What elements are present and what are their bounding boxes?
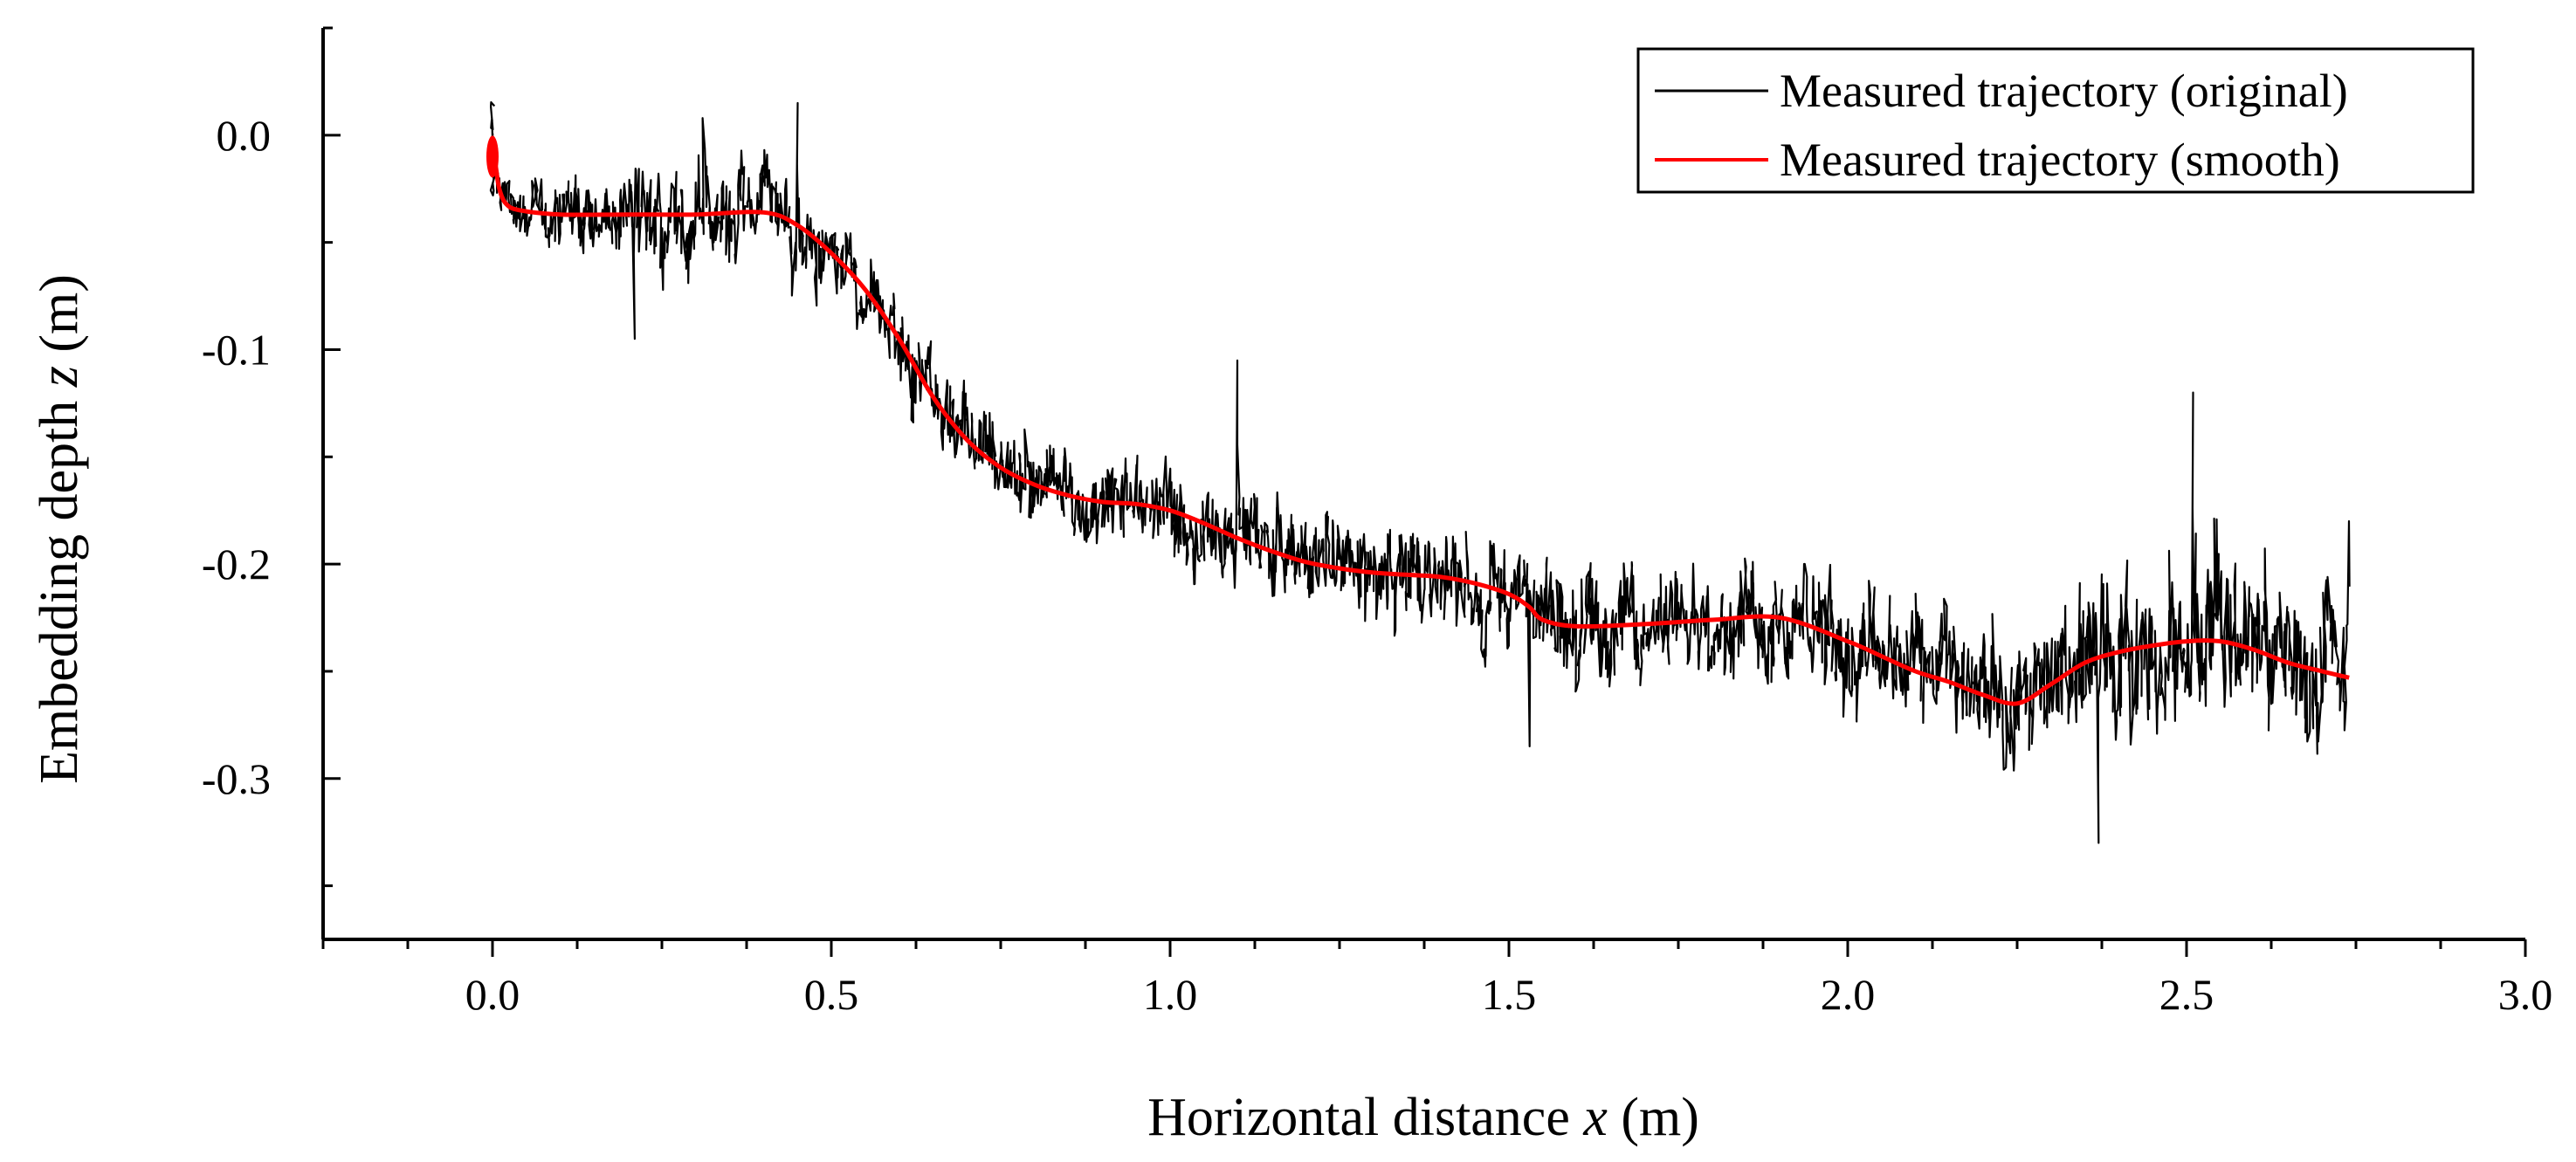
- x-axis-title-var: x: [1582, 1088, 1608, 1147]
- x-tick-label: 0.5: [804, 970, 859, 1019]
- y-axis-title-unit: (m): [30, 274, 89, 366]
- series-smooth-start-marker: [486, 135, 499, 178]
- x-tick-label: 1.0: [1143, 970, 1198, 1019]
- legend: Measured trajectory (original) Measured …: [1636, 47, 2475, 194]
- y-tick-label: -0.2: [202, 540, 271, 588]
- y-axis-title: Embedding depth z (m): [30, 274, 89, 784]
- y-tick-label: -0.1: [202, 325, 271, 374]
- series-layer: [486, 101, 2351, 844]
- x-axis-title: Horizontal distance x (m): [1147, 1088, 1699, 1147]
- x-tick-label: 2.5: [2159, 970, 2214, 1019]
- x-tick-label: 1.5: [1482, 970, 1537, 1019]
- x-axis-title-unit: (m): [1608, 1088, 1699, 1147]
- legend-label-smooth: Measured trajectory (smooth): [1780, 134, 2340, 186]
- y-axis-title-var: z: [30, 366, 89, 388]
- y-tick-label: -0.3: [202, 754, 271, 803]
- y-axis-title-text: Embedding depth: [30, 387, 89, 784]
- x-tick-label: 3.0: [2498, 970, 2553, 1019]
- x-tick-label: 0.0: [465, 970, 520, 1019]
- legend-box: [1636, 47, 2475, 194]
- y-tick-label: 0.0: [217, 111, 272, 160]
- x-tick-label: 2.0: [1821, 970, 1876, 1019]
- legend-label-original: Measured trajectory (original): [1780, 65, 2348, 117]
- x-axis: 0.0 0.5 1.0 1.5 2.0 2.5 3.0: [321, 938, 2553, 1019]
- series-original-line: [489, 101, 2351, 844]
- y-axis: 0.0 -0.1 -0.2 -0.3: [202, 26, 341, 939]
- x-axis-title-text: Horizontal distance: [1147, 1088, 1583, 1147]
- series-smooth-line: [490, 145, 2350, 706]
